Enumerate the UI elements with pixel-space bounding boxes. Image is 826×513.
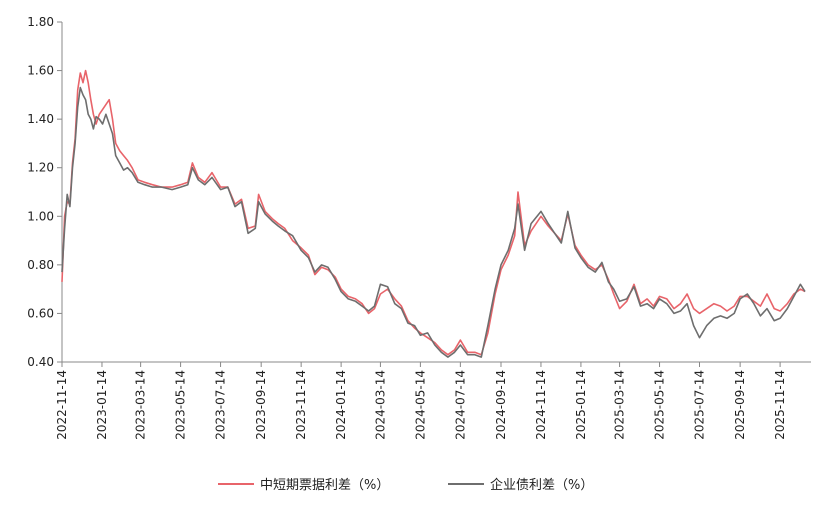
y-tick-label: 1.20 — [27, 161, 54, 175]
x-tick-label: 2025-05-14 — [653, 370, 667, 440]
x-tick-label: 2023-11-14 — [294, 370, 308, 440]
x-tick-label: 2023-03-14 — [134, 370, 148, 440]
y-tick-label: 0.40 — [27, 355, 54, 369]
x-tick-label: 2024-11-14 — [534, 370, 548, 440]
legend-label-series-0: 中短期票据利差（%） — [260, 478, 389, 493]
x-tick-label: 2024-01-14 — [334, 370, 348, 440]
x-tick-label: 2024-09-14 — [494, 370, 508, 440]
x-tick-label: 2024-05-14 — [413, 370, 427, 440]
series-line-0 — [61, 69, 806, 356]
y-tick-label: 1.60 — [27, 64, 54, 78]
x-tick-label: 2024-07-14 — [453, 370, 467, 440]
y-tick-label: 1.00 — [27, 209, 54, 223]
x-tick-label: 2025-01-14 — [574, 370, 588, 440]
series-line-1 — [61, 86, 806, 358]
y-tick-label: 0.60 — [27, 306, 54, 320]
x-tick-label: 2022-11-14 — [55, 370, 69, 440]
x-tick-label: 2025-07-14 — [693, 370, 707, 440]
x-tick-label: 2025-03-14 — [613, 370, 627, 440]
x-tick-label: 2025-09-14 — [733, 370, 747, 440]
legend-label-series-1: 企业债利差（%） — [490, 477, 593, 493]
legend: 中短期票据利差（%） 企业债利差（%） — [218, 477, 593, 493]
x-tick-label: 2024-03-14 — [373, 370, 387, 440]
y-tick-label: 1.40 — [27, 112, 54, 126]
series-layer — [61, 69, 806, 358]
x-tick-label: 2023-09-14 — [254, 370, 268, 440]
x-axis: 2022-11-14 2023-01-14 2023-03-14 2023-05-14… — [55, 361, 811, 440]
y-axis: 0.40 0.60 0.80 1.00 1.20 1.40 1.60 1.80 — [27, 15, 63, 369]
x-tick-label: 2025-11-14 — [773, 370, 787, 440]
y-tick-label: 0.80 — [27, 258, 54, 272]
y-tick-label: 1.80 — [27, 15, 54, 29]
x-tick-label: 2023-07-14 — [214, 370, 228, 440]
x-tick-label: 2023-01-14 — [95, 370, 109, 440]
x-tick-label: 2023-05-14 — [174, 370, 188, 440]
